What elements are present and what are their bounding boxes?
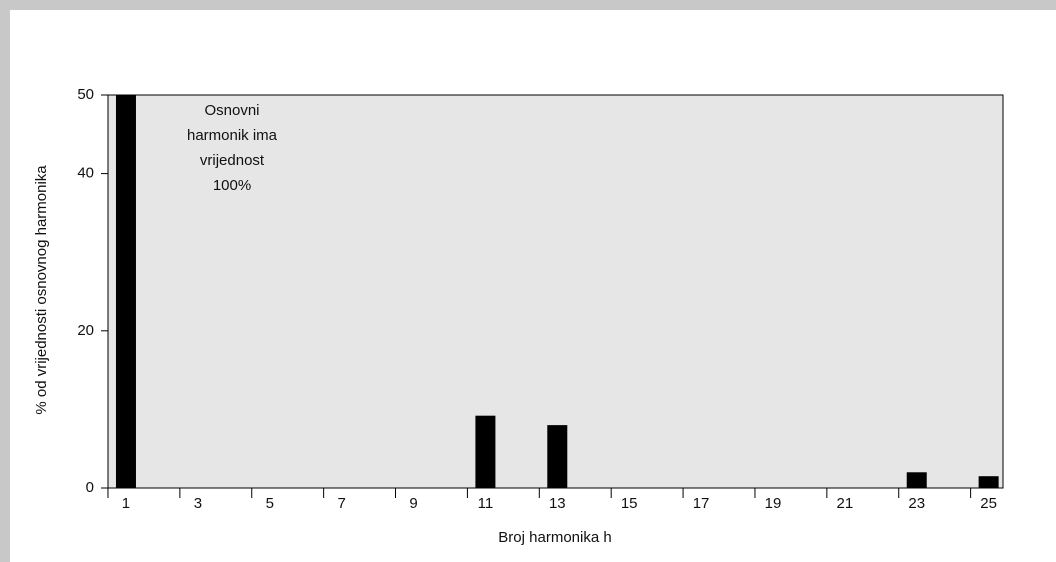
x-tick-label: 13 bbox=[549, 495, 566, 512]
bar bbox=[475, 415, 496, 488]
y-tick-label: 0 bbox=[86, 479, 94, 496]
x-tick-label: 23 bbox=[908, 495, 925, 512]
x-tick-label: 9 bbox=[409, 495, 417, 512]
x-tick-label: 19 bbox=[765, 495, 782, 512]
y-axis-label: % od vrijednosti osnovnog harmonika bbox=[33, 165, 50, 415]
x-tick-label: 5 bbox=[266, 495, 274, 512]
x-tick-label: 17 bbox=[693, 495, 710, 512]
x-tick-label: 1 bbox=[122, 495, 130, 512]
x-tick-label: 11 bbox=[478, 495, 494, 512]
frame-top bbox=[0, 0, 1056, 10]
annotation: Osnovni bbox=[204, 102, 259, 119]
bar bbox=[115, 95, 136, 488]
y-tick-label: 50 bbox=[77, 86, 94, 103]
annotation: vrijednost bbox=[200, 152, 265, 169]
frame-left bbox=[0, 0, 10, 562]
x-tick-label: 3 bbox=[194, 495, 202, 512]
x-axis-label: Broj harmonika h bbox=[498, 529, 611, 546]
bar bbox=[978, 476, 999, 488]
x-tick-label: 15 bbox=[621, 495, 638, 512]
bar bbox=[906, 472, 927, 488]
x-tick-label: 25 bbox=[980, 495, 997, 512]
annotation: harmonik ima bbox=[187, 127, 278, 144]
y-tick-label: 20 bbox=[77, 322, 94, 339]
y-tick-label: 40 bbox=[77, 165, 94, 182]
bar bbox=[547, 425, 568, 488]
plot-area bbox=[107, 94, 1004, 489]
x-tick-label: 21 bbox=[837, 495, 854, 512]
annotation: 100% bbox=[213, 177, 251, 194]
plot bbox=[115, 95, 999, 488]
x-tick-label: 7 bbox=[337, 495, 345, 512]
